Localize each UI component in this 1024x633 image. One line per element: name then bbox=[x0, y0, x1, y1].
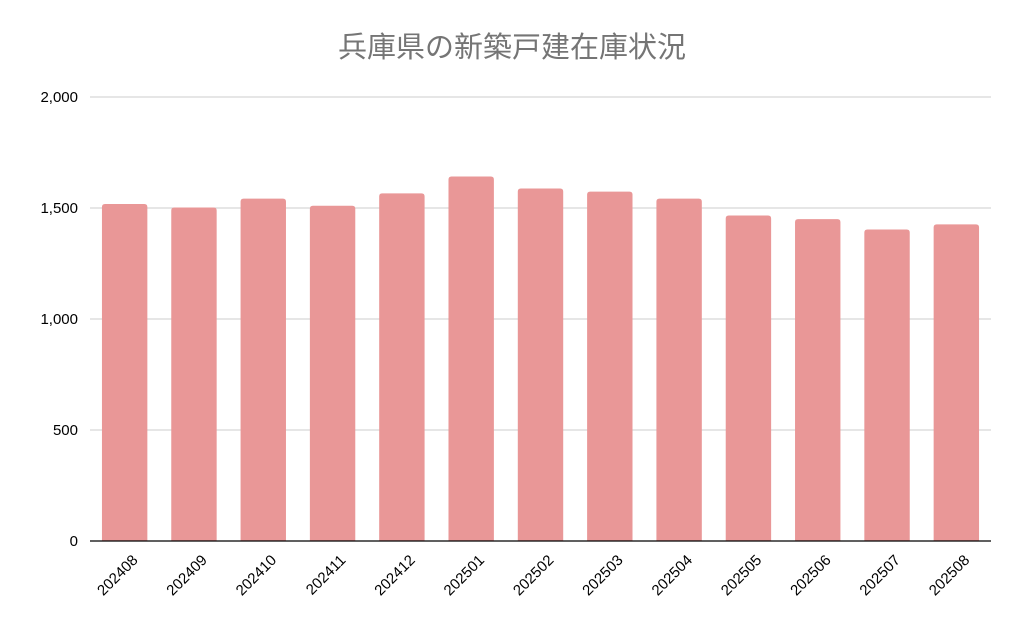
x-tick-label: 202502 bbox=[510, 552, 557, 599]
bar-202503 bbox=[587, 191, 633, 541]
x-axis-ticks: 202408 202409 202410 202411 202412 202501 2025… bbox=[94, 552, 973, 599]
bar-202411 bbox=[309, 205, 356, 541]
x-tick-label: 202409 bbox=[163, 552, 210, 599]
x-tick-label: 202408 bbox=[94, 552, 141, 599]
bar-202408 bbox=[101, 204, 148, 541]
x-tick-label: 202506 bbox=[787, 552, 834, 599]
bar-202410 bbox=[240, 198, 286, 541]
bar-202412 bbox=[379, 193, 425, 541]
x-tick-label: 202505 bbox=[718, 552, 765, 599]
y-tick-label: 0 bbox=[70, 533, 78, 550]
x-tick-label: 202508 bbox=[926, 552, 973, 599]
x-tick-label: 202504 bbox=[649, 552, 696, 599]
x-tick-label: 202507 bbox=[856, 552, 903, 599]
x-tick-label: 202411 bbox=[303, 552, 350, 599]
y-tick-label: 500 bbox=[53, 422, 78, 439]
bar-202409 bbox=[171, 207, 217, 541]
bar-202507 bbox=[864, 229, 910, 541]
bar-202506 bbox=[795, 219, 841, 541]
bar-202508 bbox=[933, 224, 980, 542]
y-tick-label: 1,500 bbox=[40, 200, 78, 217]
y-tick-label: 2,000 bbox=[40, 89, 78, 106]
y-axis-ticks: 0 500 1,000 1,500 2,000 bbox=[40, 89, 78, 550]
x-tick-label: 202412 bbox=[371, 552, 418, 599]
bar-202502 bbox=[517, 188, 564, 542]
y-tick-label: 1,000 bbox=[40, 311, 78, 328]
bar-202504 bbox=[656, 198, 702, 541]
x-tick-label: 202501 bbox=[441, 552, 488, 599]
chart-title: 兵庫県の新築戸建在庫状況 bbox=[337, 30, 686, 64]
bar-202501 bbox=[448, 176, 494, 541]
x-tick-label: 202503 bbox=[579, 552, 626, 599]
bar-202505 bbox=[725, 215, 772, 541]
bars bbox=[101, 176, 980, 542]
x-tick-label: 202410 bbox=[233, 552, 280, 599]
